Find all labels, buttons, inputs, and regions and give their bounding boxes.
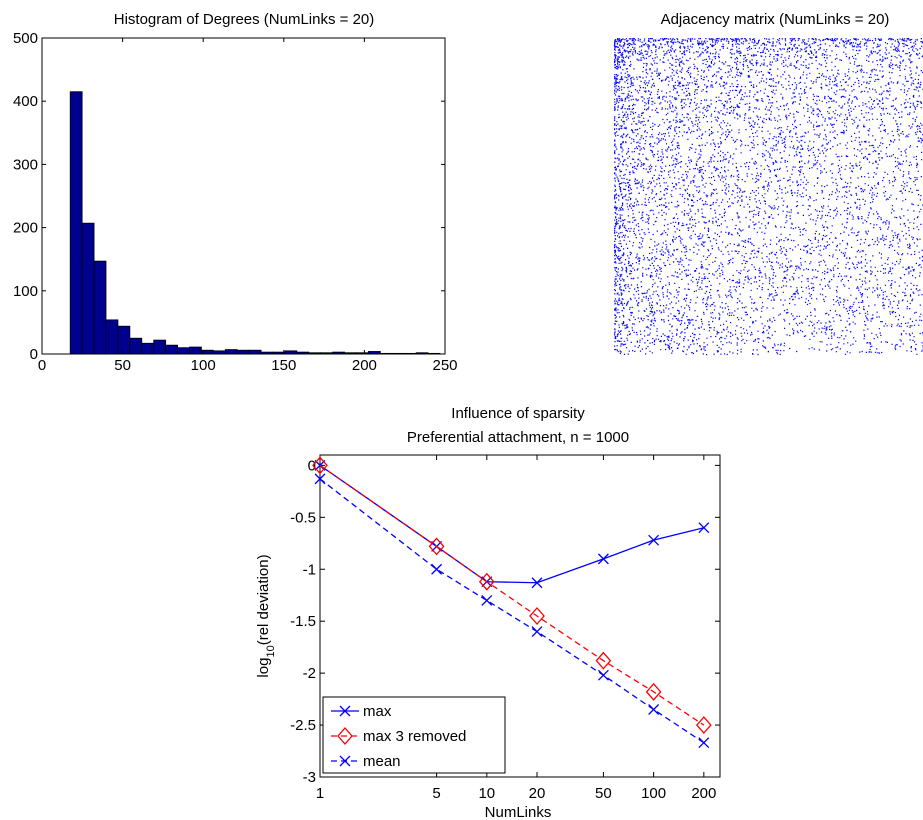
histogram-ytick-label: 300 (13, 156, 38, 173)
x-marker (314, 473, 326, 485)
histogram-bar (189, 346, 202, 355)
diamond-marker (337, 727, 353, 745)
histogram-xtick-label: 150 (271, 357, 296, 374)
histogram-xtick-label: 50 (114, 357, 131, 374)
sparsity-ytick-label: -2 (303, 665, 316, 682)
histogram-title: Histogram of Degrees (NumLinks = 20) (114, 11, 375, 28)
histogram-xtick-label: 100 (191, 357, 216, 374)
sparsity-ylabel-text: log10(rel deviation) (255, 554, 277, 677)
adjacency-title: Adjacency matrix (NumLinks = 20) (661, 11, 890, 28)
sparsity-xtick-label: 100 (641, 785, 666, 802)
legend-label: max 3 removed (363, 728, 466, 745)
diamond-marker (428, 537, 445, 556)
histogram-bar (153, 339, 167, 355)
histogram-ytick-label: 500 (13, 30, 38, 47)
sparsity-ytick-label: -2.5 (290, 717, 316, 734)
diamond-marker (595, 651, 612, 670)
histogram-ytick-label: 200 (13, 220, 38, 237)
sparsity-series (312, 456, 712, 749)
histogram-bar (177, 347, 190, 355)
adjacency-panel: Adjacency matrix (NumLinks = 20) (614, 11, 923, 356)
legend-entry: max (331, 703, 392, 720)
diamond-marker (312, 456, 328, 475)
sparsity-panel: Influence of sparsity Preferential attac… (255, 405, 721, 820)
sparsity-ytick-label: -1 (303, 561, 316, 578)
series-mean (314, 473, 710, 749)
histogram-bar (248, 349, 262, 355)
histogram-bar (141, 342, 155, 355)
sparsity-xtick-label: 50 (595, 785, 612, 802)
sparsity-ylabel: log10(rel deviation) (255, 554, 277, 677)
x-marker (481, 594, 493, 606)
histogram-bar (105, 319, 119, 355)
histogram-bars (69, 91, 441, 355)
sparsity-ytick-label: 0 (308, 457, 316, 474)
histogram-bar (117, 325, 131, 355)
legend-label: mean (363, 753, 401, 770)
sparsity-legend: max max 3 removed mean (322, 696, 506, 774)
legend-box (322, 696, 506, 774)
sparsity-xtick-label: 10 (478, 785, 495, 802)
legend-label: max (363, 703, 392, 720)
sparsity-xtick-label: 20 (529, 785, 546, 802)
x-marker (648, 534, 660, 546)
sparsity-ticks: 1 5 10 20 50 100 200 0 -0.5 -1 -1.5 -2 -2.5 -3 (290, 455, 720, 802)
x-marker (339, 755, 351, 767)
sparsity-ytick-label: -3 (303, 769, 316, 786)
x-marker (597, 669, 609, 681)
histogram-bar (165, 344, 178, 355)
histogram-bar (93, 260, 107, 355)
sparsity-xlabel: NumLinks (485, 804, 552, 820)
x-marker (597, 553, 609, 565)
adjacency-nonzeros (614, 38, 923, 356)
histogram-bar (236, 349, 250, 355)
series-max-3-removed (312, 456, 712, 735)
sparsity-xtick-label: 5 (432, 785, 440, 802)
diamond-marker (645, 682, 662, 701)
sparsity-xtick-label: 200 (691, 785, 716, 802)
x-marker (339, 705, 351, 717)
x-marker (698, 737, 710, 749)
histogram-ytick-label: 400 (13, 93, 38, 110)
histogram-panel: Histogram of Degrees (NumLinks = 20) 0 50… (13, 11, 458, 374)
x-marker (431, 563, 443, 575)
adjacency-dots (614, 38, 923, 356)
x-marker (531, 626, 543, 638)
sparsity-ytick-label: -0.5 (290, 509, 316, 526)
sparsity-subtitle: Preferential attachment, n = 1000 (407, 429, 629, 446)
x-marker (531, 577, 543, 589)
histogram-bar (129, 337, 143, 355)
sparsity-title: Influence of sparsity (451, 405, 585, 422)
histogram-ytick-label: 0 (30, 346, 38, 363)
diamond-marker (529, 607, 545, 625)
diamond-marker (695, 716, 712, 735)
series-line (319, 464, 705, 726)
sparsity-ytick-label: -1.5 (290, 613, 316, 630)
histogram-bar (81, 222, 95, 355)
legend-entry: max 3 removed (331, 727, 466, 745)
diamond-marker (478, 572, 495, 591)
series-max (314, 459, 710, 589)
histogram-xtick-label: 250 (432, 357, 457, 374)
histogram-xtick-label: 0 (38, 357, 46, 374)
legend-entry: mean (331, 753, 401, 770)
sparsity-axes-box (319, 454, 721, 778)
histogram-ticks: 0 50 100 150 200 250 0 100 200 300 400 500 (13, 30, 458, 374)
histogram-bar (69, 91, 83, 355)
x-marker (698, 522, 710, 534)
histogram-axes-box (41, 37, 446, 355)
sparsity-xtick-label: 1 (316, 785, 324, 802)
histogram-ytick-label: 100 (13, 283, 38, 300)
histogram-bar (224, 349, 238, 355)
x-marker (648, 704, 660, 715)
histogram-xtick-label: 200 (352, 357, 377, 374)
